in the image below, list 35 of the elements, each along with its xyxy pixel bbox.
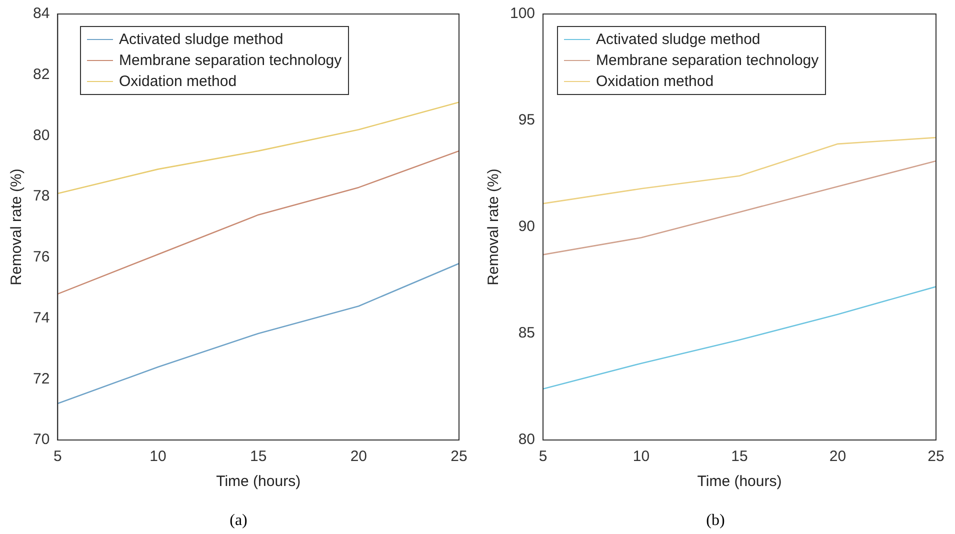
x-axis-title: Time (hours) [697,473,782,490]
legend-label: Activated sludge method [119,31,284,48]
y-axis-title: Removal rate (%) [8,168,26,286]
x-tick-label: 20 [829,448,846,466]
y-tick-label: 84 [32,5,50,22]
y-tick-label: 70 [32,431,50,448]
y-tick-label: 76 [32,248,50,266]
x-tick-label: 20 [350,448,368,466]
x-tick-label: 5 [538,448,548,466]
text: (a) [228,512,248,530]
legend-label: Oxidation method [596,73,714,90]
legend-label: Oxidation method [119,73,237,90]
y-tick-label: 72 [32,370,50,388]
x-tick-label: 10 [150,448,166,466]
x-tick-label: 25 [450,448,468,466]
y-tick-label: 90 [518,218,536,236]
x-tick-label: 10 [632,448,650,466]
x-tick-label: 15 [731,448,748,466]
y-tick-label: 82 [32,66,50,83]
y-tick-label: 100 [510,5,536,22]
text: (b) [705,512,726,530]
y-tick-label: 80 [32,126,50,144]
y-tick-label: 78 [32,188,50,205]
y-tick-label: 85 [518,324,536,342]
x-tick-label: 15 [250,448,267,466]
legend-label: Activated sludge method [596,31,760,48]
y-tick-label: 80 [518,431,536,448]
y-axis-title: Removal rate (%) [485,168,502,286]
x-tick-label: 25 [928,448,944,466]
y-tick-label: 74 [32,309,50,326]
legend-label: Membrane separation technology [596,52,819,69]
x-tick-label: 5 [54,448,62,466]
y-tick-label: 95 [518,112,536,129]
legend-label: Membrane separation technology [119,52,342,69]
x-axis-title: Time (hours) [216,473,301,490]
